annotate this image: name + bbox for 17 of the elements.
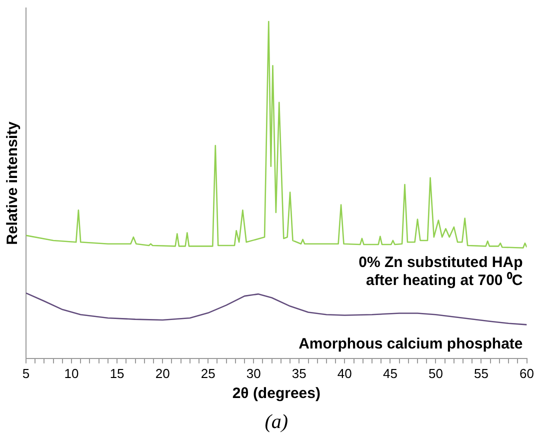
x-tick-label: 45 (382, 366, 398, 381)
x-tick-label: 20 (155, 366, 170, 381)
series-label: Amorphous calcium phosphate (298, 335, 523, 352)
x-tick-label: 30 (246, 366, 261, 381)
x-tick-label: 40 (337, 366, 352, 381)
x-tick-label: 10 (64, 366, 79, 381)
x-tick-label: 60 (520, 366, 534, 381)
x-tick-label: 50 (428, 366, 443, 381)
y-axis-title: Relative intensity (4, 120, 22, 245)
x-tick-label: 25 (200, 366, 216, 381)
x-tick-label: 35 (292, 366, 306, 381)
text: (a) (264, 411, 288, 433)
x-tick-label: 15 (110, 366, 124, 381)
x-tick-label: 5 (22, 366, 30, 381)
x-axis-title: 2θ (degrees) (232, 385, 320, 402)
series-label: 0% Zn substituted HAp after heating at 700 ⁰C (358, 254, 523, 290)
x-tick-label: 55 (474, 366, 488, 381)
